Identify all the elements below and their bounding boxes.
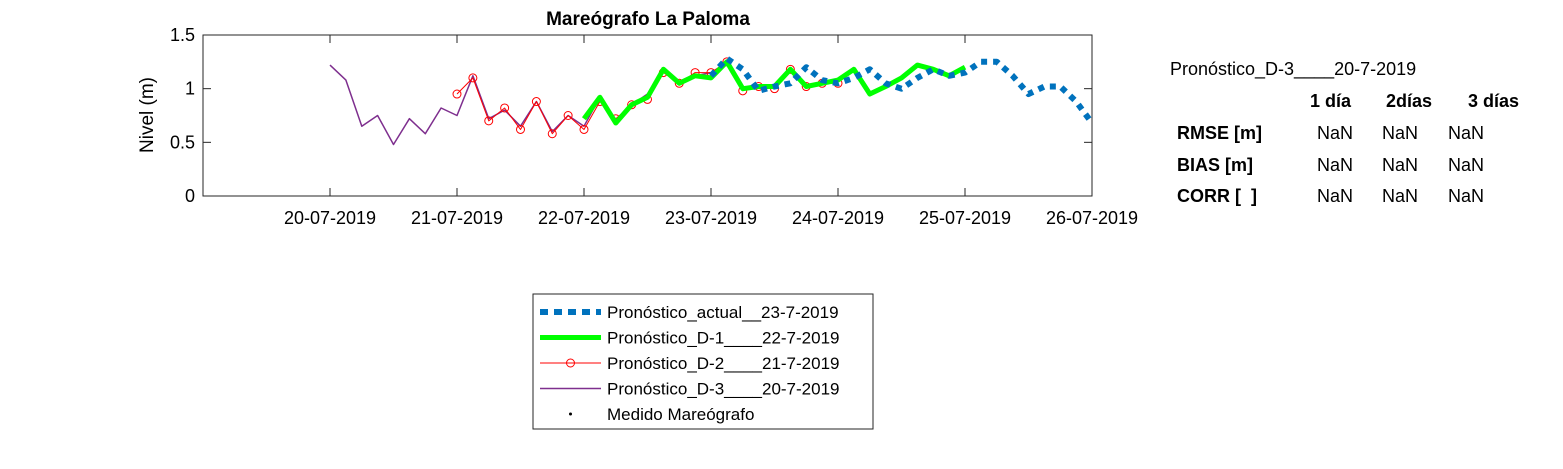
stats-cell-rmse-3: NaN — [1448, 123, 1485, 143]
legend-entry-label: Pronóstico_actual__23-7-2019 — [607, 303, 839, 322]
stats-cell-rmse-2: NaN — [1382, 123, 1419, 143]
x-tick-label: 24-07-2019 — [792, 208, 884, 228]
series-marker — [452, 89, 462, 99]
stats-col-3days: 3 días — [1468, 91, 1520, 111]
stats-cell-bias-1: NaN — [1317, 155, 1354, 175]
stats-cell-bias-3: NaN — [1448, 155, 1485, 175]
stats-row-label-bias: BIAS [m] — [1177, 155, 1253, 175]
series-line — [708, 55, 1092, 125]
chart-title: Mareógrafo La Paloma — [546, 9, 750, 30]
series-marker — [785, 64, 795, 74]
stats-col-1day: 1 día — [1310, 91, 1352, 111]
stats-cell-corr-1: NaN — [1317, 186, 1354, 206]
x-tick-label: 25-07-2019 — [919, 208, 1011, 228]
legend-swatch-marker — [566, 358, 575, 368]
stats-row-label-corr: CORR [ ] — [1177, 186, 1257, 206]
stats-cell-bias-2: NaN — [1382, 155, 1419, 175]
stats-title: Pronóstico_D-3____20-7-2019 — [1170, 59, 1417, 79]
x-tick-label: 23-07-2019 — [665, 208, 757, 228]
y-tick-label: 1 — [185, 79, 195, 99]
series-marker — [547, 129, 557, 139]
stats-col-2days: 2días — [1386, 91, 1433, 111]
series-marker — [579, 124, 589, 134]
series-marker — [531, 97, 541, 107]
legend-swatch — [569, 412, 572, 416]
x-tick-label: 22-07-2019 — [538, 208, 630, 228]
series-marker — [484, 116, 494, 126]
stats-row-label-rmse: RMSE [m] — [1177, 123, 1262, 143]
series-marker — [563, 111, 573, 120]
x-axis: 20-07-2019 21-07-2019 22-07-2019 23-07-2019… — [284, 35, 1138, 228]
y-tick-label: 0 — [185, 186, 195, 206]
x-tick-label: 20-07-2019 — [284, 208, 376, 228]
plot-area — [202, 34, 1093, 197]
legend: Pronóstico_actual__23-7-2019 Pronóstico_D… — [532, 293, 874, 430]
legend-entry-label: Pronóstico_D-3____20-7-2019 — [607, 380, 840, 399]
y-axis: 0 0.5 1 1.5 — [170, 25, 1092, 206]
series-marker — [500, 103, 510, 113]
legend-entry-label: Pronóstico_D-1____22-7-2019 — [607, 329, 840, 348]
stats-cell-corr-2: NaN — [1382, 186, 1419, 206]
y-tick-label: 1.5 — [170, 25, 195, 45]
y-tick-label: 0.5 — [170, 132, 195, 152]
y-axis-label: Nivel (m) — [137, 77, 158, 153]
series-marker — [516, 124, 525, 134]
x-tick-label: 21-07-2019 — [411, 208, 503, 228]
stats-cell-corr-3: NaN — [1448, 186, 1485, 206]
legend-box — [532, 293, 874, 430]
stats-cell-rmse-1: NaN — [1317, 123, 1354, 143]
x-tick-label: 26-07-2019 — [1046, 208, 1138, 228]
series-marker — [468, 73, 478, 83]
legend-entry-label: Medido Mareógrafo — [607, 405, 754, 424]
legend-entry-label: Pronóstico_D-2____21-7-2019 — [607, 354, 840, 373]
series-layer — [329, 55, 1092, 146]
